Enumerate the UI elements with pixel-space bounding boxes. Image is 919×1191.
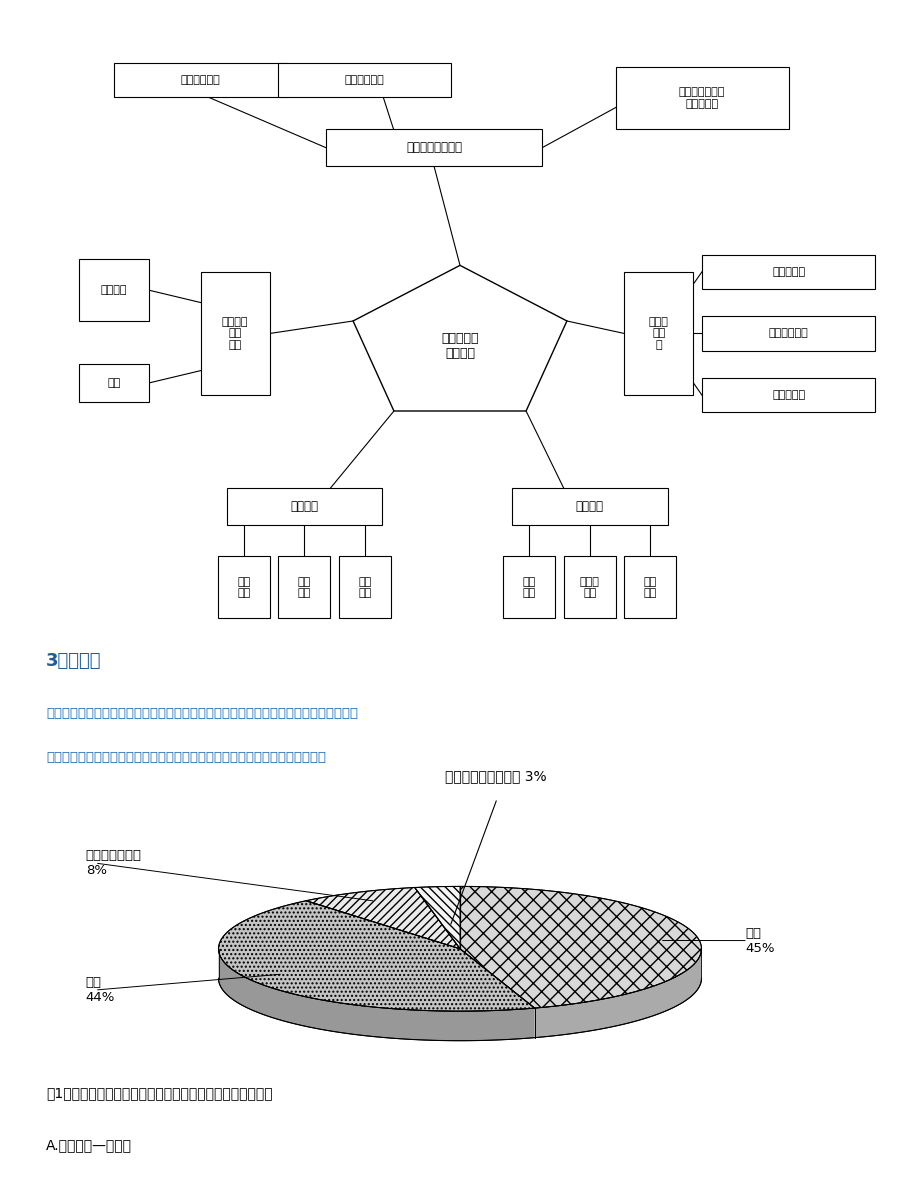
Text: A.江南丘陵—红漠化: A.江南丘陵—红漠化 <box>46 1139 131 1152</box>
FancyBboxPatch shape <box>218 556 269 618</box>
Text: 风蚀
44%: 风蚀 44% <box>85 975 115 1004</box>
Text: 直接
控制: 直接 控制 <box>237 576 250 598</box>
Polygon shape <box>534 950 700 1037</box>
Text: 水蚀
45%: 水蚀 45% <box>744 927 774 954</box>
Polygon shape <box>460 886 700 1008</box>
FancyBboxPatch shape <box>200 272 269 395</box>
FancyBboxPatch shape <box>226 488 381 525</box>
Text: 技术手段: 技术手段 <box>575 500 603 513</box>
FancyBboxPatch shape <box>615 67 788 129</box>
FancyBboxPatch shape <box>278 556 330 618</box>
Text: 物理及化学作用
8%: 物理及化学作用 8% <box>85 849 142 878</box>
FancyBboxPatch shape <box>114 62 287 96</box>
FancyBboxPatch shape <box>624 272 693 395</box>
Text: 节能
技术: 节能 技术 <box>522 576 535 598</box>
Text: 建防护堤嵎: 建防护堤嵎 <box>771 391 804 400</box>
Text: 培育新品种: 培育新品种 <box>771 267 804 276</box>
Text: 生物能
技术: 生物能 技术 <box>579 576 599 598</box>
FancyBboxPatch shape <box>624 556 675 618</box>
FancyBboxPatch shape <box>511 488 667 525</box>
Text: 控制温室气体排放: 控制温室气体排放 <box>405 142 461 154</box>
Text: 【1】我国下列地区及其主要的荒漠化现象对应正确的是（）: 【1】我国下列地区及其主要的荒漠化现象对应正确的是（） <box>46 1086 272 1099</box>
Text: 造成的土地退化均属于荒漠化。读我国荒漠化土地成因比例图，完成下面小题。: 造成的土地退化均属于荒漠化。读我国荒漠化土地成因比例图，完成下面小题。 <box>46 752 325 765</box>
FancyBboxPatch shape <box>79 364 149 401</box>
FancyBboxPatch shape <box>325 129 541 167</box>
FancyBboxPatch shape <box>278 62 451 96</box>
Text: 提高能源效率: 提高能源效率 <box>345 75 384 85</box>
Text: 增加温室
气体
吸收: 增加温室 气体 吸收 <box>221 317 248 350</box>
FancyBboxPatch shape <box>338 556 391 618</box>
FancyBboxPatch shape <box>79 260 149 322</box>
FancyBboxPatch shape <box>563 556 615 618</box>
Text: 工矿交通等基本建设 3%: 工矿交通等基本建设 3% <box>445 769 547 784</box>
FancyBboxPatch shape <box>701 317 874 350</box>
Text: 我国幅员辽阔，自然条件和各地经济活动多样，流水、风力、化学和物理四种营力过程所: 我国幅员辽阔，自然条件和各地经济活动多样，流水、风力、化学和物理四种营力过程所 <box>46 706 357 719</box>
FancyBboxPatch shape <box>701 255 874 288</box>
Text: 植树造林: 植树造林 <box>101 285 127 295</box>
FancyBboxPatch shape <box>701 379 874 412</box>
Text: 适应气
候变
化: 适应气 候变 化 <box>648 317 668 350</box>
Text: 气候变化的
适应对策: 气候变化的 适应对策 <box>441 332 478 360</box>
Polygon shape <box>219 949 534 1041</box>
Polygon shape <box>414 886 460 949</box>
Text: 固碳
技术: 固碳 技术 <box>643 576 656 598</box>
Text: 政策手段: 政策手段 <box>290 500 318 513</box>
Polygon shape <box>306 887 460 949</box>
Text: 3、选择题: 3、选择题 <box>46 651 101 671</box>
Text: 控制水田、垃圾
场甲烷排放: 控制水田、垃圾 场甲烷排放 <box>678 87 724 108</box>
Text: 改变能源结构: 改变能源结构 <box>180 75 221 85</box>
Text: 调整农业结构: 调整农业结构 <box>768 329 808 338</box>
Text: 固碳: 固碳 <box>108 378 120 388</box>
Text: 公众
参与: 公众 参与 <box>357 576 371 598</box>
Polygon shape <box>219 900 534 1011</box>
Text: 经济
手段: 经济 手段 <box>298 576 311 598</box>
FancyBboxPatch shape <box>503 556 554 618</box>
